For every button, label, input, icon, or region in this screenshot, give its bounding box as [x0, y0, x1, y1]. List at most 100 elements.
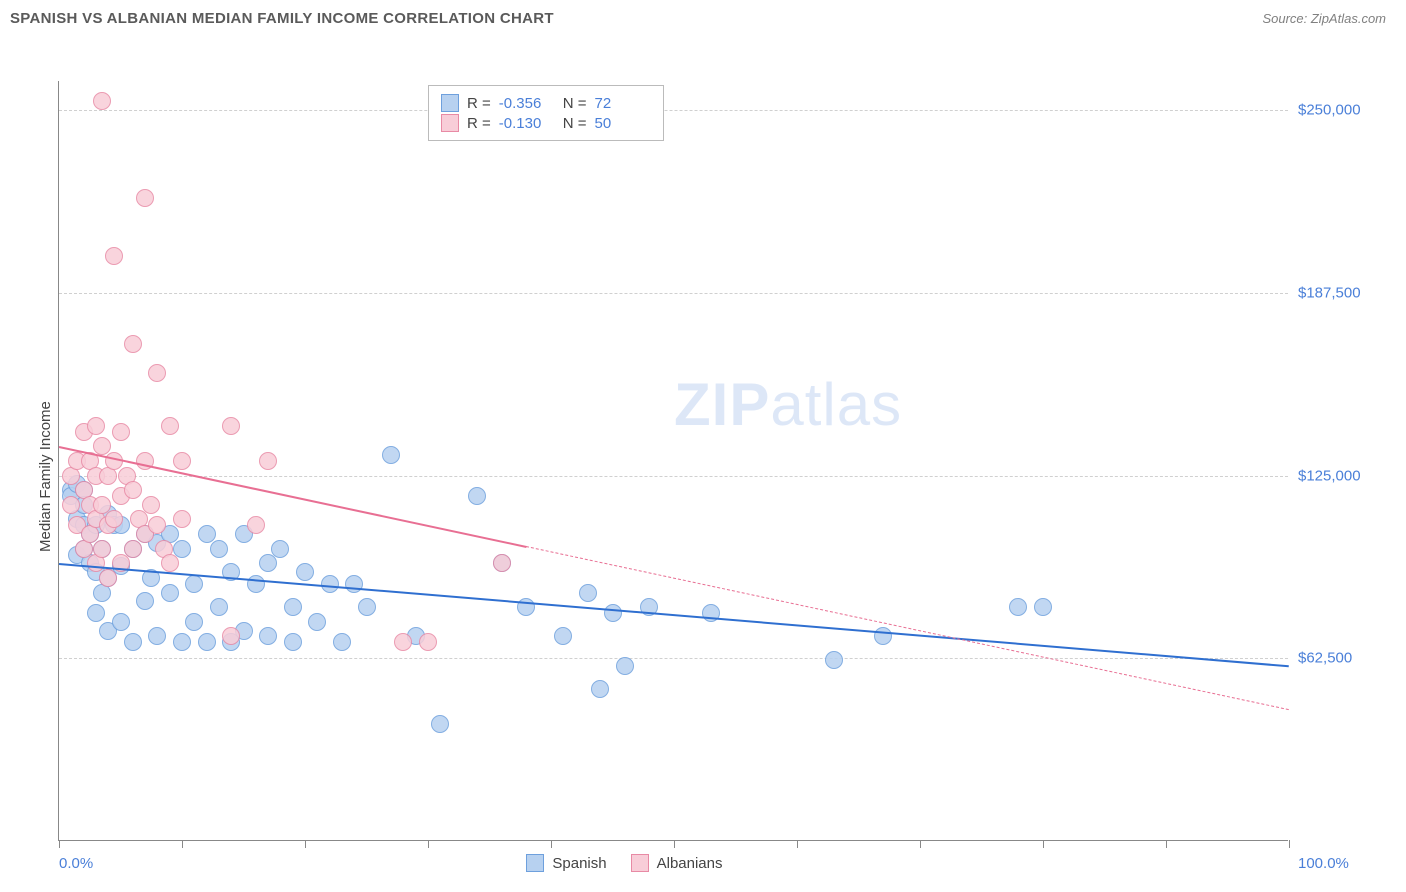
data-point: [222, 417, 240, 435]
data-point: [173, 633, 191, 651]
data-point: [296, 563, 314, 581]
data-point: [431, 715, 449, 733]
data-point: [271, 540, 289, 558]
plot-area: $62,500$125,000$187,500$250,0000.0%100.0…: [58, 81, 1288, 841]
x-tick: [797, 840, 798, 848]
data-point: [222, 627, 240, 645]
y-tick-label: $125,000: [1298, 467, 1398, 484]
stats-row: R = -0.356 N = 72: [441, 94, 651, 112]
data-point: [394, 633, 412, 651]
data-point: [284, 598, 302, 616]
data-point: [284, 633, 302, 651]
x-tick: [920, 840, 921, 848]
chart-source: Source: ZipAtlas.com: [1262, 11, 1386, 26]
y-axis-title: Median Family Income: [37, 401, 54, 552]
data-point: [161, 554, 179, 572]
data-point: [124, 633, 142, 651]
data-point: [419, 633, 437, 651]
data-point: [468, 487, 486, 505]
stat-label: R =: [467, 95, 491, 112]
x-tick: [551, 840, 552, 848]
x-tick: [59, 840, 60, 848]
data-point: [333, 633, 351, 651]
legend-label: Spanish: [552, 855, 606, 872]
data-point: [105, 510, 123, 528]
data-point: [247, 516, 265, 534]
data-point: [185, 575, 203, 593]
data-point: [112, 613, 130, 631]
data-point: [308, 613, 326, 631]
data-point: [579, 584, 597, 602]
stats-box: R =-0.356N =72R =-0.130N =50: [428, 85, 664, 141]
gridline: [59, 110, 1288, 111]
data-point: [321, 575, 339, 593]
data-point: [93, 540, 111, 558]
trend-line: [59, 563, 1289, 667]
stat-value: 72: [595, 95, 651, 112]
stat-label: R =: [467, 115, 491, 132]
data-point: [148, 627, 166, 645]
data-point: [105, 247, 123, 265]
data-point: [210, 540, 228, 558]
data-point: [493, 554, 511, 572]
data-point: [591, 680, 609, 698]
data-point: [604, 604, 622, 622]
legend-swatch: [526, 854, 544, 872]
data-point: [99, 569, 117, 587]
data-point: [124, 540, 142, 558]
trend-line: [526, 546, 1289, 710]
data-point: [247, 575, 265, 593]
data-point: [382, 446, 400, 464]
data-point: [112, 423, 130, 441]
y-tick-label: $250,000: [1298, 102, 1398, 119]
data-point: [554, 627, 572, 645]
data-point: [1034, 598, 1052, 616]
data-point: [124, 481, 142, 499]
data-point: [161, 584, 179, 602]
data-point: [173, 510, 191, 528]
data-point: [136, 592, 154, 610]
x-tick: [305, 840, 306, 848]
y-tick-label: $62,500: [1298, 650, 1398, 667]
data-point: [136, 189, 154, 207]
data-point: [87, 604, 105, 622]
x-tick: [1289, 840, 1290, 848]
data-point: [87, 417, 105, 435]
data-point: [259, 554, 277, 572]
stat-label: N =: [563, 115, 587, 132]
data-point: [259, 452, 277, 470]
legend-swatch: [441, 94, 459, 112]
legend-swatch: [441, 114, 459, 132]
stats-row: R =-0.130N =50: [441, 114, 651, 132]
stat-value: -0.356: [499, 95, 555, 112]
data-point: [259, 627, 277, 645]
data-point: [358, 598, 376, 616]
data-point: [161, 417, 179, 435]
data-point: [173, 540, 191, 558]
stat-value: -0.130: [499, 115, 555, 132]
data-point: [93, 92, 111, 110]
data-point: [825, 651, 843, 669]
chart-header: SPANISH VS ALBANIAN MEDIAN FAMILY INCOME…: [0, 0, 1406, 35]
data-point: [148, 516, 166, 534]
data-point: [616, 657, 634, 675]
gridline: [59, 658, 1288, 659]
data-point: [62, 496, 80, 514]
data-point: [198, 633, 216, 651]
x-tick: [674, 840, 675, 848]
x-tick: [1166, 840, 1167, 848]
stat-label: N =: [563, 95, 587, 112]
data-point: [124, 335, 142, 353]
x-tick: [428, 840, 429, 848]
x-tick: [1043, 840, 1044, 848]
legend-label: Albanians: [657, 855, 723, 872]
x-label-left: 0.0%: [59, 855, 93, 872]
legend-swatch: [631, 854, 649, 872]
y-tick-label: $187,500: [1298, 284, 1398, 301]
x-tick: [182, 840, 183, 848]
chart-title: SPANISH VS ALBANIAN MEDIAN FAMILY INCOME…: [10, 10, 554, 27]
x-label-right: 100.0%: [1298, 855, 1398, 872]
data-point: [210, 598, 228, 616]
gridline: [59, 293, 1288, 294]
legend-item: Spanish: [526, 854, 606, 872]
